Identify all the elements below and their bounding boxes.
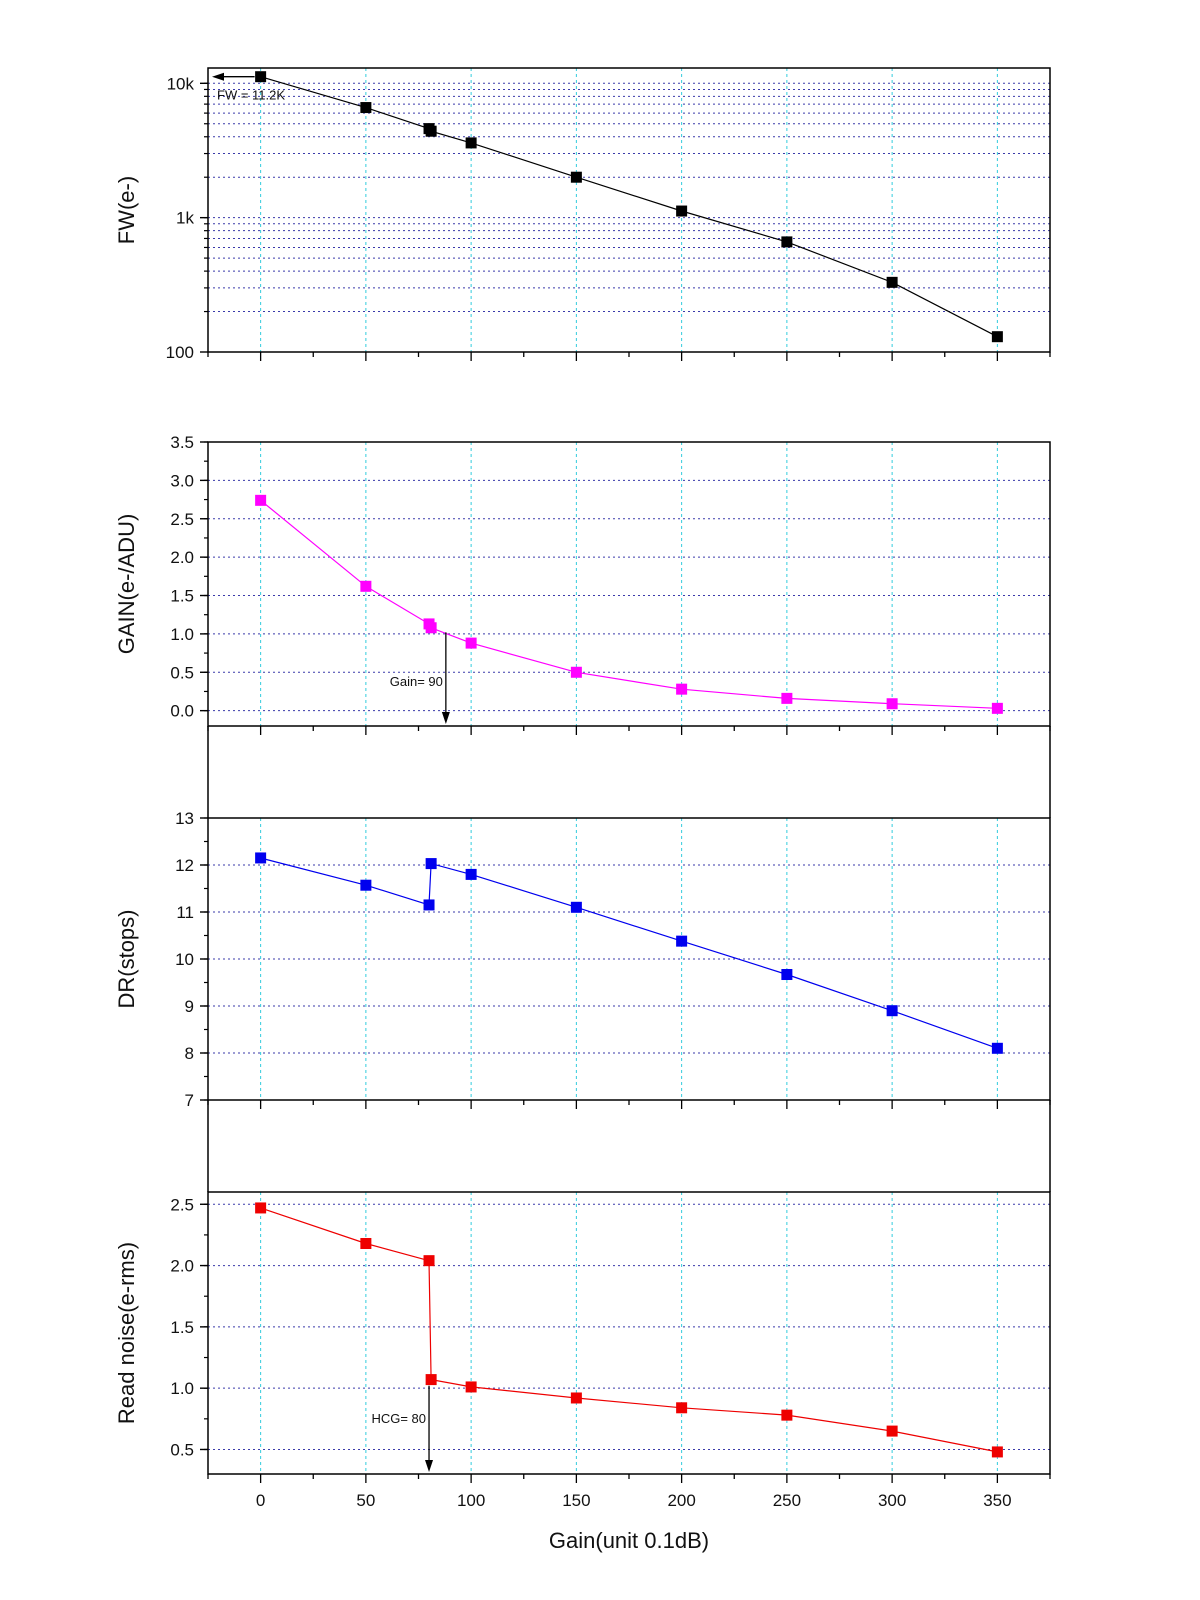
y-tick-label: 13 <box>175 809 194 828</box>
data-point <box>991 1446 1003 1458</box>
y-tick-label: 2.5 <box>170 510 194 529</box>
series-line <box>260 499 998 709</box>
annotation-arrowhead <box>441 712 450 724</box>
data-point <box>360 102 372 114</box>
y-tick-label: 3.5 <box>170 433 194 452</box>
panel-dr: 7 8 9 10 11 12 13 DR(stops) <box>114 809 1051 1110</box>
data-point <box>465 1381 477 1393</box>
annotation-arrowhead <box>425 1460 434 1472</box>
data-point <box>360 1237 372 1249</box>
data-point <box>991 1042 1003 1054</box>
y-tick-label: 10k <box>167 74 195 93</box>
y-tick-label: 2.0 <box>170 1257 194 1276</box>
x-tick-label: 0 <box>256 1491 265 1510</box>
data-point <box>781 236 793 248</box>
data-point <box>465 137 477 149</box>
data-point <box>676 683 688 695</box>
y-tick-label: 0.5 <box>170 1440 194 1459</box>
annotation-text: HCG= 80 <box>371 1411 426 1426</box>
y-tick-label: 1k <box>176 209 194 228</box>
data-point <box>425 1374 437 1386</box>
y-axis-title: DR(stops) <box>114 909 139 1008</box>
series-line <box>260 1207 998 1453</box>
series-line <box>260 76 998 338</box>
x-tick-label: 200 <box>667 1491 695 1510</box>
annotation-arrowhead <box>212 72 224 81</box>
y-tick-label: 1.0 <box>170 1379 194 1398</box>
data-point <box>676 935 688 947</box>
y-tick-label: 12 <box>175 856 194 875</box>
data-point <box>886 276 898 288</box>
annotation-text: FW = 11.2K <box>217 88 285 103</box>
y-axis-title: FW(e-) <box>114 176 139 244</box>
x-tick-label: 150 <box>562 1491 590 1510</box>
y-tick-label: 7 <box>185 1091 194 1110</box>
y-tick-label: 8 <box>185 1044 194 1063</box>
data-point <box>425 125 437 137</box>
x-tick-label: 50 <box>356 1491 375 1510</box>
plot-frame <box>207 1191 1051 1475</box>
data-point <box>255 852 267 864</box>
plot-frame <box>207 67 1051 353</box>
y-tick-label: 10 <box>175 950 194 969</box>
data-point <box>570 666 582 678</box>
data-point <box>570 901 582 913</box>
data-point <box>676 1402 688 1414</box>
data-point <box>886 1005 898 1017</box>
data-point <box>360 879 372 891</box>
data-point <box>886 1425 898 1437</box>
data-point <box>465 868 477 880</box>
panel-noise: 0.5 1.0 1.5 2.0 2.5 Read noise(e-rms) HCG= 80 0… <box>114 1191 1051 1510</box>
y-tick-label: 0.5 <box>170 663 194 682</box>
y-tick-label: 9 <box>185 997 194 1016</box>
data-point <box>465 637 477 649</box>
data-point <box>886 698 898 710</box>
data-point <box>425 858 437 870</box>
data-point <box>255 71 267 83</box>
data-point <box>255 1202 267 1214</box>
panel-gain: 0.0 0.5 1.0 1.5 2.0 2.5 3.0 3.5 GAIN(e-/ADU) Gain… <box>114 433 1051 735</box>
y-tick-label: 1.0 <box>170 625 194 644</box>
y-tick-label: 0.0 <box>170 702 194 721</box>
data-point <box>423 899 435 911</box>
data-point <box>425 622 437 634</box>
y-tick-label: 100 <box>166 343 194 362</box>
data-point <box>360 580 372 592</box>
y-tick-label: 1.5 <box>170 1318 194 1337</box>
y-axis-title: Read noise(e-rms) <box>114 1242 139 1424</box>
data-point <box>781 692 793 704</box>
plot-frame <box>207 441 1051 727</box>
x-axis-title: Gain(unit 0.1dB) <box>549 1528 709 1553</box>
x-tick-label: 350 <box>983 1491 1011 1510</box>
annotation-text: Gain= 90 <box>390 674 443 689</box>
y-tick-label: 11 <box>176 903 194 922</box>
data-point <box>781 1409 793 1421</box>
y-axis-title: GAIN(e-/ADU) <box>114 514 139 655</box>
x-tick-label: 250 <box>773 1491 801 1510</box>
data-point <box>991 331 1003 343</box>
y-tick-label: 2.0 <box>170 548 194 567</box>
panel-fw: 100 1k 10k FW(e-) FW = 11.2K <box>114 67 1051 362</box>
data-point <box>781 969 793 981</box>
x-tick-label: 100 <box>457 1491 485 1510</box>
data-point <box>991 702 1003 714</box>
data-point <box>570 171 582 183</box>
y-tick-label: 3.0 <box>170 471 194 490</box>
series-line <box>260 857 998 1049</box>
x-tick-label: 300 <box>878 1491 906 1510</box>
data-point <box>423 1255 435 1267</box>
y-tick-label: 2.5 <box>170 1195 194 1214</box>
data-point <box>676 205 688 217</box>
data-point <box>570 1392 582 1404</box>
data-point <box>255 494 267 506</box>
y-tick-label: 1.5 <box>170 587 194 606</box>
